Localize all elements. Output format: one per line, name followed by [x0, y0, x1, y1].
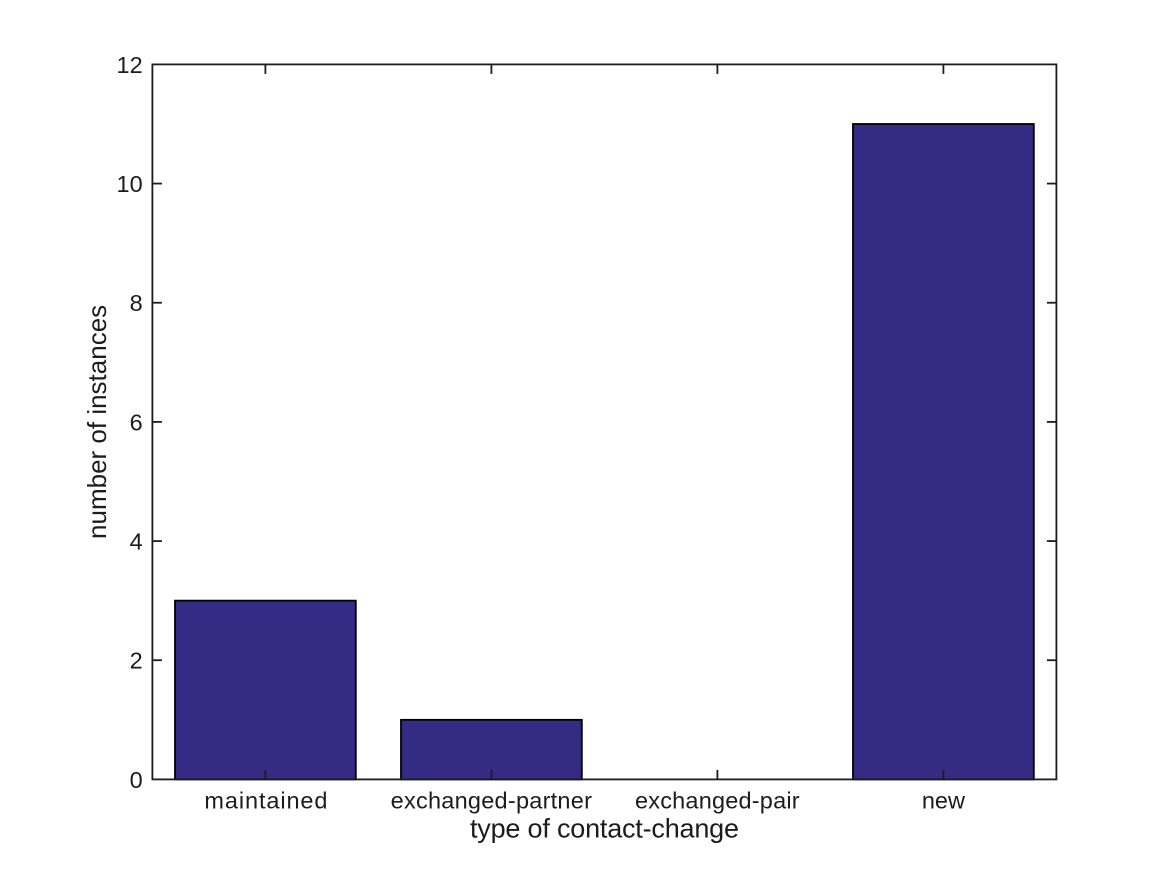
svg-text:type of contact-change: type of contact-change — [470, 814, 739, 844]
svg-text:number of instances: number of instances — [82, 305, 112, 539]
svg-text:0: 0 — [130, 767, 143, 793]
svg-text:4: 4 — [130, 529, 143, 555]
svg-text:new: new — [922, 788, 966, 814]
svg-text:exchanged-pair: exchanged-pair — [635, 788, 800, 814]
svg-text:2: 2 — [130, 648, 143, 674]
svg-text:6: 6 — [130, 409, 143, 435]
svg-text:exchanged-partner: exchanged-partner — [391, 788, 593, 814]
svg-text:8: 8 — [130, 290, 143, 316]
svg-text:maintained: maintained — [204, 788, 328, 814]
svg-text:12: 12 — [117, 52, 143, 78]
svg-text:10: 10 — [117, 171, 143, 197]
